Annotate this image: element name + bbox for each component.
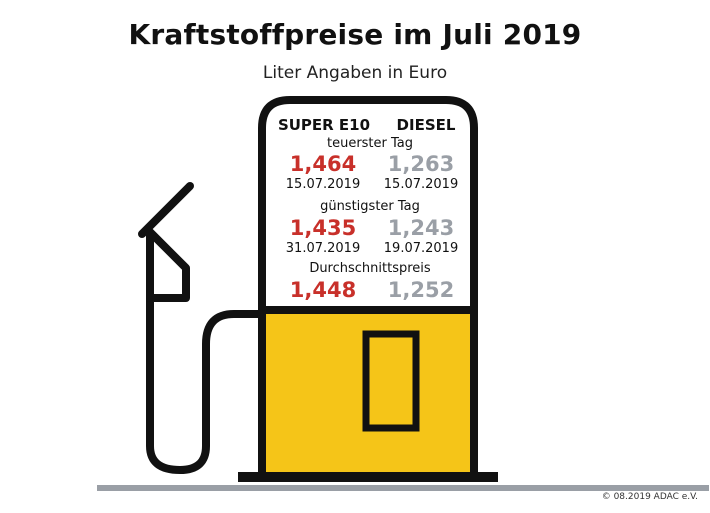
page-subtitle: Liter Angaben in Euro xyxy=(262,63,448,83)
section-label-cheapest: günstigster Tag xyxy=(320,199,420,214)
super-price-most-expensive: 1,464 xyxy=(289,152,357,176)
pump-base xyxy=(238,472,498,482)
diesel-date-cheapest: 19.07.2019 xyxy=(383,241,459,256)
page-title: Kraftstoffpreise im Juli 2019 xyxy=(128,18,582,51)
ground-line xyxy=(97,485,709,491)
column-header-super: SUPER E10 xyxy=(277,116,371,134)
super-price-average: 1,448 xyxy=(289,278,357,302)
diesel-price-cheapest: 1,243 xyxy=(387,216,455,240)
column-header-diesel: DIESEL xyxy=(396,116,456,134)
diesel-date-most-expensive: 15.07.2019 xyxy=(383,177,459,192)
diesel-price-average: 1,252 xyxy=(387,278,455,302)
super-date-most-expensive: 15.07.2019 xyxy=(285,177,361,192)
fuel-nozzle-icon xyxy=(138,182,194,302)
copyright-note: © 08.2019 ADAC e.V. xyxy=(601,492,698,502)
pump-outline xyxy=(258,96,478,478)
fuel-hose-icon xyxy=(146,294,266,474)
diesel-price-most-expensive: 1,263 xyxy=(387,152,455,176)
section-label-most-expensive: teuerster Tag xyxy=(326,136,414,151)
super-date-cheapest: 31.07.2019 xyxy=(285,241,361,256)
super-price-cheapest: 1,435 xyxy=(289,216,357,240)
pump-window xyxy=(362,330,420,432)
section-label-average: Durchschnittspreis xyxy=(309,261,431,276)
